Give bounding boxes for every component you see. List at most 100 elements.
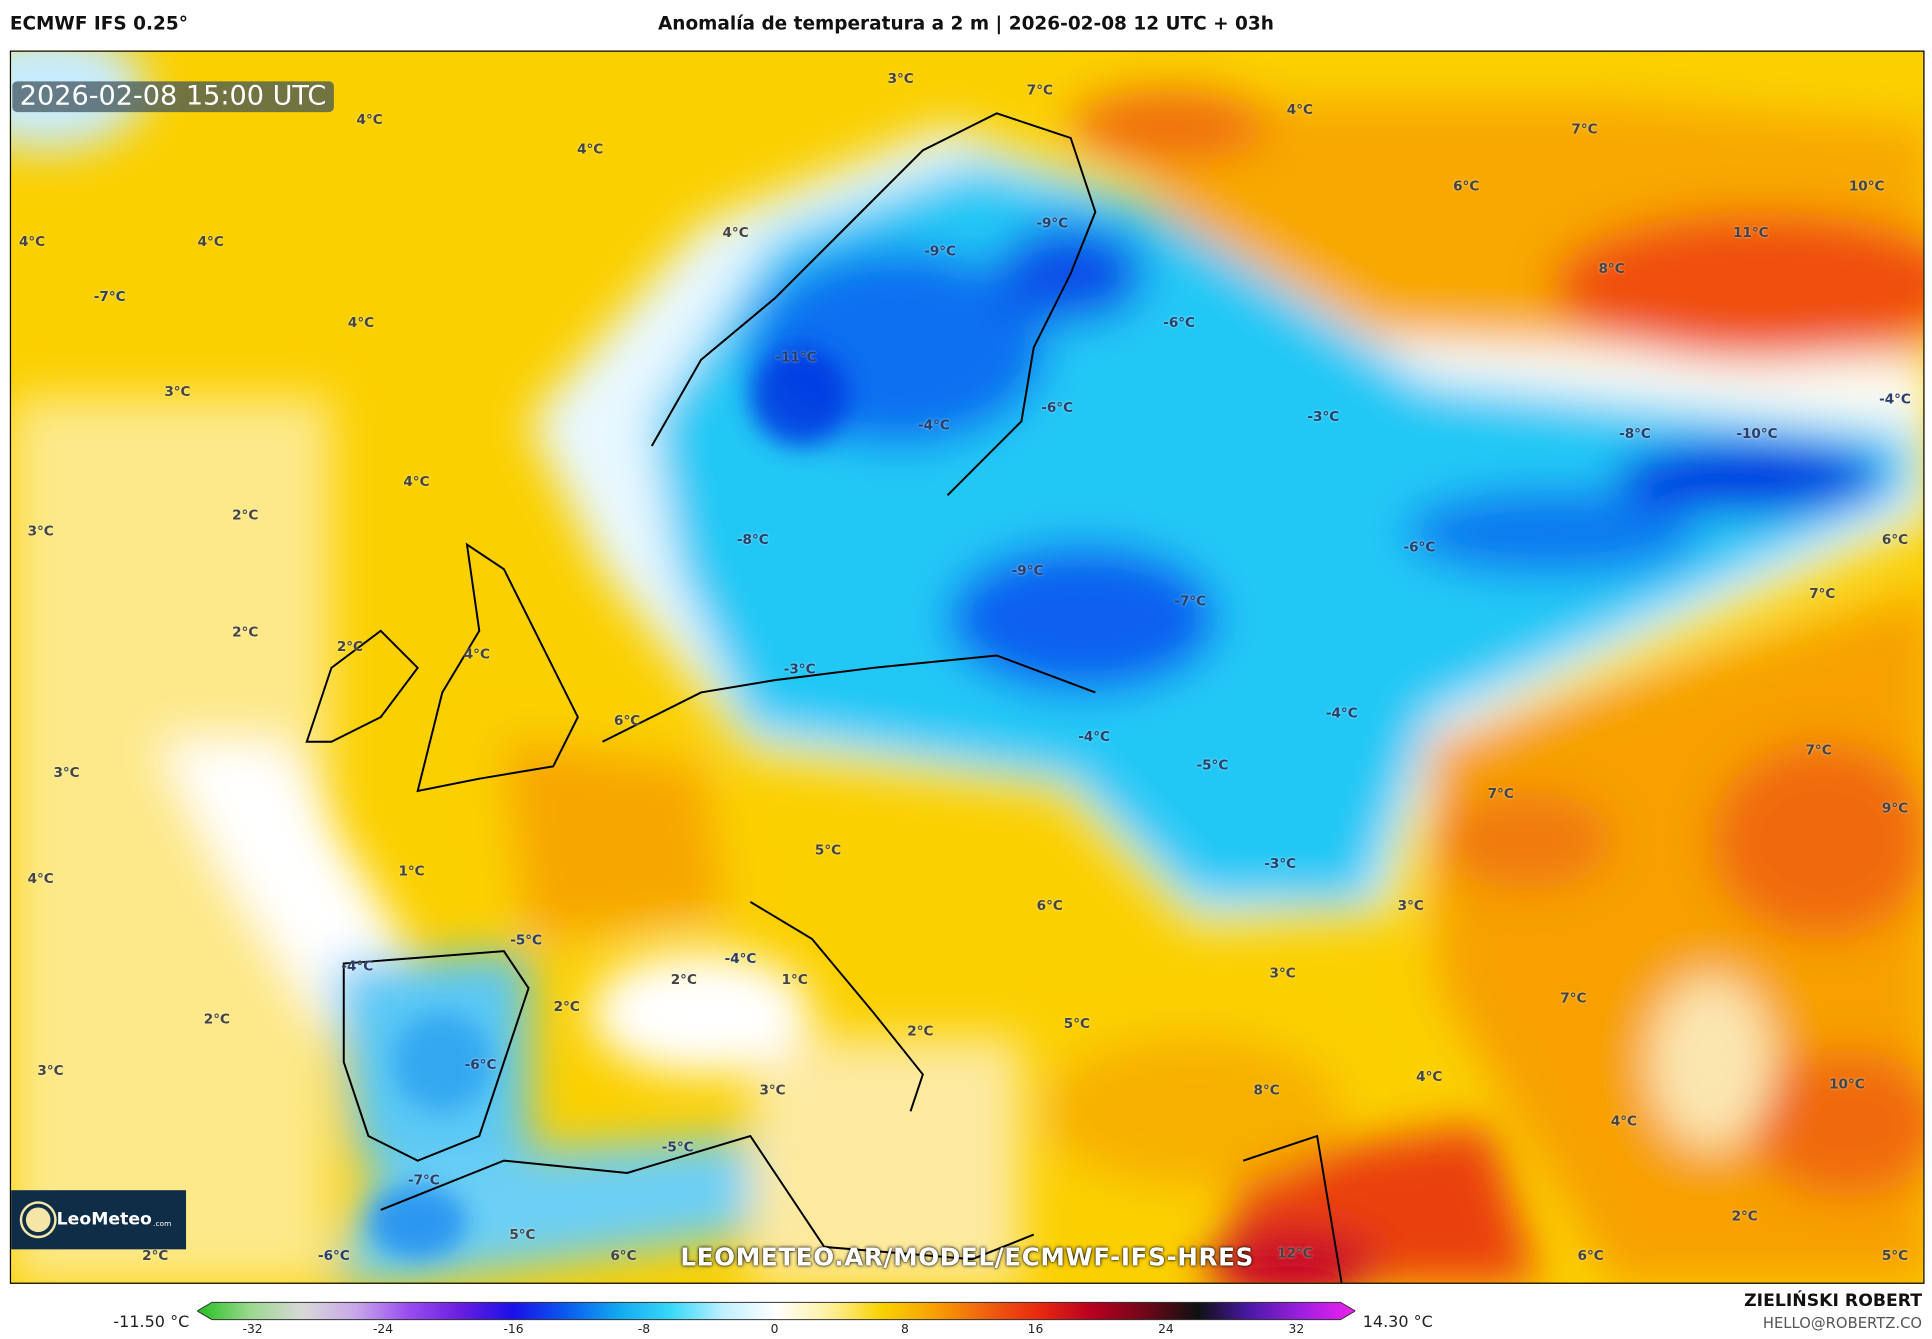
temperature-label: -3°C bbox=[1307, 408, 1340, 425]
temperature-label: -6°C bbox=[1403, 539, 1436, 556]
temperature-label: 4°C bbox=[403, 473, 430, 490]
colorbar-tick: 32 bbox=[1288, 1323, 1305, 1337]
colorbar bbox=[197, 1301, 1356, 1321]
temperature-label: -6°C bbox=[318, 1247, 350, 1264]
temperature-label: -9°C bbox=[924, 243, 956, 260]
temperature-label: 2°C bbox=[142, 1247, 169, 1264]
colorbar-max-value: 14.30 °C bbox=[1362, 1313, 1433, 1332]
temperature-label: 2°C bbox=[553, 998, 580, 1015]
temperature-label: 2°C bbox=[232, 624, 259, 641]
temperature-label: 6°C bbox=[1577, 1247, 1604, 1264]
watermark-url: LEOMETEO.AR/MODEL/ECMWF-IFS-HRES bbox=[680, 1241, 1254, 1272]
temperature-label: 9°C bbox=[1881, 800, 1909, 817]
temperature-label: 5°C bbox=[1881, 1247, 1909, 1264]
colorbar-min-value: -11.50 °C bbox=[113, 1313, 190, 1332]
temperature-label: 7°C bbox=[1560, 989, 1587, 1007]
temperature-label: 4°C bbox=[1416, 1068, 1443, 1085]
temperature-label: 2°C bbox=[232, 507, 259, 524]
temperature-label: 4°C bbox=[577, 141, 604, 158]
temperature-label: 2°C bbox=[203, 1010, 230, 1027]
temperature-label: 5°C bbox=[814, 842, 842, 859]
temperature-label: 8°C bbox=[1598, 260, 1625, 277]
temperature-label: 10°C bbox=[1829, 1076, 1865, 1093]
temperature-label: 2°C bbox=[670, 971, 697, 988]
temperature-label: 2°C bbox=[907, 1023, 934, 1040]
temperature-label: 3°C bbox=[27, 523, 54, 540]
colorbar-tick: -16 bbox=[503, 1323, 524, 1337]
temperature-label: 2°C bbox=[336, 638, 363, 655]
temperature-label: 6°C bbox=[610, 1247, 637, 1264]
temperature-label: -5°C bbox=[661, 1139, 694, 1156]
temperature-label: -6°C bbox=[1163, 314, 1196, 331]
model-name: ECMWF IFS 0.25° bbox=[9, 12, 188, 35]
temperature-label: 7°C bbox=[1487, 785, 1514, 802]
temperature-label: -8°C bbox=[736, 531, 769, 548]
temperature-label: -8°C bbox=[1619, 425, 1651, 442]
temperature-label: 1°C bbox=[781, 971, 808, 988]
temperature-label: -4°C bbox=[341, 957, 374, 974]
temperature-label: 6°C bbox=[614, 712, 641, 729]
temperature-label: -6°C bbox=[1041, 399, 1074, 416]
colorbar-tick: -8 bbox=[637, 1323, 651, 1337]
temperature-label: 6°C bbox=[1453, 178, 1480, 195]
sun-icon bbox=[25, 1207, 51, 1233]
author-email: HELLO@ROBERTZ.CO bbox=[1762, 1314, 1923, 1332]
temperature-label: 4°C bbox=[197, 233, 224, 250]
temperature-label: 3°C bbox=[1269, 965, 1296, 982]
temperature-label: 1°C bbox=[398, 863, 425, 880]
temperature-label: -5°C bbox=[1196, 757, 1229, 774]
colorbar-tick: 16 bbox=[1027, 1323, 1044, 1337]
temperature-label: -7°C bbox=[93, 288, 126, 305]
temperature-label: 4°C bbox=[1286, 101, 1313, 118]
temperature-label: 4°C bbox=[1610, 1113, 1637, 1130]
temperature-label: 7°C bbox=[1026, 81, 1053, 98]
leometeo-logo[interactable]: LeoMeteo .com bbox=[11, 1190, 187, 1250]
temperature-label: 4°C bbox=[347, 314, 375, 331]
temperature-label: -4°C bbox=[918, 417, 950, 434]
temperature-label: 3°C bbox=[53, 764, 80, 781]
temperature-label: 12°C bbox=[1277, 1245, 1313, 1262]
temperature-label: 7°C bbox=[1571, 121, 1598, 138]
colorbar-tick: 8 bbox=[901, 1323, 909, 1337]
temperature-label: 4°C bbox=[18, 233, 46, 250]
logo-suffix: .com bbox=[153, 1219, 172, 1228]
temperature-label: 3°C bbox=[37, 1062, 64, 1079]
temperature-label: 3°C bbox=[1397, 897, 1424, 914]
temperature-label: -9°C bbox=[1011, 562, 1044, 579]
temperature-label: 4°C bbox=[27, 870, 54, 887]
temperature-label: -5°C bbox=[510, 932, 542, 949]
colorbar-tick: 24 bbox=[1158, 1323, 1174, 1337]
temperature-label: -9°C bbox=[1036, 215, 1069, 232]
temperature-label: 4°C bbox=[356, 111, 383, 128]
temperature-label: 3°C bbox=[887, 70, 914, 87]
temperature-label: 6°C bbox=[1036, 897, 1063, 914]
temperature-label: -6°C bbox=[464, 1056, 497, 1073]
temperature-label: 10°C bbox=[1848, 178, 1885, 195]
temperature-label: 5°C bbox=[1063, 1015, 1090, 1032]
map-title: Anomalía de temperatura a 2 m | 2026-02-… bbox=[657, 12, 1274, 35]
temperature-label: -4°C bbox=[1078, 728, 1110, 745]
temperature-label: -4°C bbox=[724, 950, 757, 967]
valid-time-badge: 2026-02-08 15:00 UTC bbox=[12, 81, 334, 113]
anomaly-field bbox=[11, 51, 1924, 1283]
temperature-label: -10°C bbox=[1736, 425, 1778, 442]
temperature-anomaly-map[interactable]: 2026-02-08 15:00 UTC 3°C 7°C 4°C 4°C 4°C 7°C 6… bbox=[9, 50, 1925, 1284]
temperature-label: 8°C bbox=[1253, 1082, 1280, 1099]
logo-text: LeoMeteo bbox=[56, 1209, 152, 1230]
temperature-label: 2°C bbox=[1731, 1208, 1758, 1225]
temperature-label: -3°C bbox=[1264, 855, 1297, 872]
temperature-label: -3°C bbox=[783, 661, 816, 678]
temperature-label: 5°C bbox=[509, 1226, 536, 1243]
temperature-label: -11°C bbox=[775, 349, 817, 366]
coastlines bbox=[305, 112, 1343, 1283]
temperature-label: -4°C bbox=[1325, 705, 1358, 722]
temperature-label: 6°C bbox=[1881, 531, 1909, 548]
temperature-label: 4°C bbox=[722, 224, 749, 241]
temperature-label: 4°C bbox=[463, 646, 490, 663]
temperature-label: 3°C bbox=[759, 1082, 786, 1099]
temperature-label: -4°C bbox=[1879, 391, 1911, 408]
temperature-label: 11°C bbox=[1733, 224, 1769, 241]
author-name: ZIELIŃSKI ROBERT bbox=[1744, 1291, 1923, 1311]
colorbar-tick: -24 bbox=[372, 1323, 394, 1337]
